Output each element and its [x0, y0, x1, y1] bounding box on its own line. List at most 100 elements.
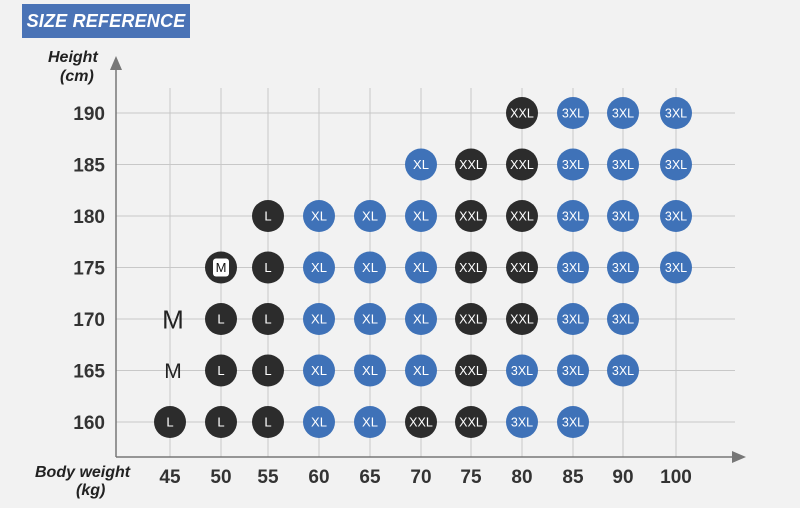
size-marker-dot — [506, 97, 538, 129]
size-marker-dot — [455, 200, 487, 232]
size-marker: 3XL — [557, 251, 589, 284]
x-tick-label: 75 — [460, 467, 482, 488]
size-marker: 3XL — [557, 406, 589, 438]
x-tick-label: 85 — [562, 467, 584, 488]
x-axis-arrow-icon — [732, 451, 746, 463]
x-tick-label: 80 — [511, 467, 532, 488]
size-marker: 3XL — [660, 200, 692, 232]
size-marker-dot — [660, 200, 692, 232]
size-marker-dot — [354, 200, 386, 232]
size-marker-label: XL — [362, 260, 378, 275]
size-marker: 3XL — [607, 354, 639, 387]
size-marker-label: XL — [413, 260, 429, 275]
size-marker-dot — [405, 303, 437, 335]
size-marker-dot — [506, 148, 538, 181]
size-marker-label: 3XL — [612, 210, 634, 224]
x-tick-label: 90 — [612, 467, 633, 488]
size-marker: XL — [405, 148, 437, 181]
size-marker: L — [252, 354, 284, 387]
size-marker-label: XXL — [459, 261, 483, 275]
size-marker-dot — [354, 354, 386, 387]
size-marker-label: XXL — [510, 158, 534, 172]
size-marker: XL — [405, 251, 437, 284]
size-marker-label: M — [216, 260, 227, 275]
y-tick-label: 175 — [73, 259, 105, 280]
size-marker: L — [252, 303, 284, 335]
size-marker-dot — [557, 200, 589, 232]
size-marker: XL — [303, 406, 335, 438]
size-marker: XL — [354, 251, 386, 284]
size-marker: 3XL — [607, 303, 639, 335]
size-marker-label: 3XL — [612, 107, 634, 121]
size-marker: L — [252, 406, 284, 438]
size-marker-dot — [455, 354, 487, 387]
size-marker-dot — [405, 354, 437, 387]
size-marker-dot — [506, 303, 538, 335]
size-marker-dot — [607, 354, 639, 387]
size-marker-dot — [205, 303, 237, 335]
size-marker-dot — [607, 97, 639, 129]
size-marker-label: 3XL — [562, 416, 584, 430]
size-marker: XL — [354, 406, 386, 438]
size-marker-dot — [660, 148, 692, 181]
axes — [110, 56, 746, 463]
size-marker: 3XL — [660, 148, 692, 181]
size-marker-label: XL — [311, 260, 327, 275]
size-marker: 3XL — [557, 303, 589, 335]
size-marker-label: XL — [362, 363, 378, 378]
x-tick-label: 60 — [308, 467, 329, 488]
size-marker: 3XL — [607, 200, 639, 232]
size-marker-dot — [557, 303, 589, 335]
size-marker: 3XL — [557, 97, 589, 129]
size-marker-label: XL — [413, 209, 429, 224]
size-marker-label: XL — [311, 415, 327, 430]
size-marker-label: 3XL — [511, 364, 533, 378]
size-marker-dot — [252, 251, 284, 284]
size-marker-label: XL — [362, 312, 378, 327]
size-marker-label: 3XL — [665, 261, 687, 275]
size-marker: L — [154, 406, 186, 438]
size-marker-label: 3XL — [612, 261, 634, 275]
size-marker: M — [164, 360, 182, 383]
size-marker-label: 3XL — [665, 210, 687, 224]
size-marker-dot — [607, 148, 639, 181]
size-marker-label: 3XL — [562, 107, 584, 121]
size-marker: L — [252, 251, 284, 284]
size-marker-dot — [660, 251, 692, 284]
size-marker-label: XL — [311, 312, 327, 327]
x-axis-title-line1: Body weight — [35, 464, 131, 481]
x-axis-title-line2: (kg) — [76, 482, 106, 499]
size-marker-dot — [354, 251, 386, 284]
size-marker-dot — [303, 303, 335, 335]
size-marker-dot — [557, 354, 589, 387]
size-marker-dot — [354, 303, 386, 335]
size-marker: 3XL — [557, 148, 589, 181]
size-marker-label: XXL — [459, 364, 483, 378]
size-marker-label: L — [217, 363, 224, 378]
size-marker: 3XL — [660, 251, 692, 284]
size-marker-dot — [252, 303, 284, 335]
size-marker-label: L — [264, 209, 271, 224]
size-marker: 3XL — [607, 251, 639, 284]
size-marker: XL — [354, 303, 386, 335]
size-marker-dot — [303, 406, 335, 438]
size-marker: XXL — [506, 200, 538, 232]
size-marker-dot — [506, 354, 538, 387]
size-marker: XL — [303, 354, 335, 387]
size-marker: L — [205, 303, 237, 335]
size-marker-label: XXL — [459, 416, 483, 430]
size-marker: XXL — [455, 354, 487, 387]
size-marker-dot — [557, 148, 589, 181]
size-marker-label: M — [164, 360, 182, 383]
size-marker-label: M — [162, 304, 184, 334]
size-marker-label: L — [217, 312, 224, 327]
size-marker-label: 3XL — [665, 107, 687, 121]
size-marker: XXL — [455, 303, 487, 335]
size-marker: XL — [354, 200, 386, 232]
size-marker-dot — [303, 354, 335, 387]
size-marker: XL — [354, 354, 386, 387]
size-marker-tag — [213, 258, 229, 277]
size-marker: L — [252, 200, 284, 232]
size-marker: 3XL — [557, 354, 589, 387]
